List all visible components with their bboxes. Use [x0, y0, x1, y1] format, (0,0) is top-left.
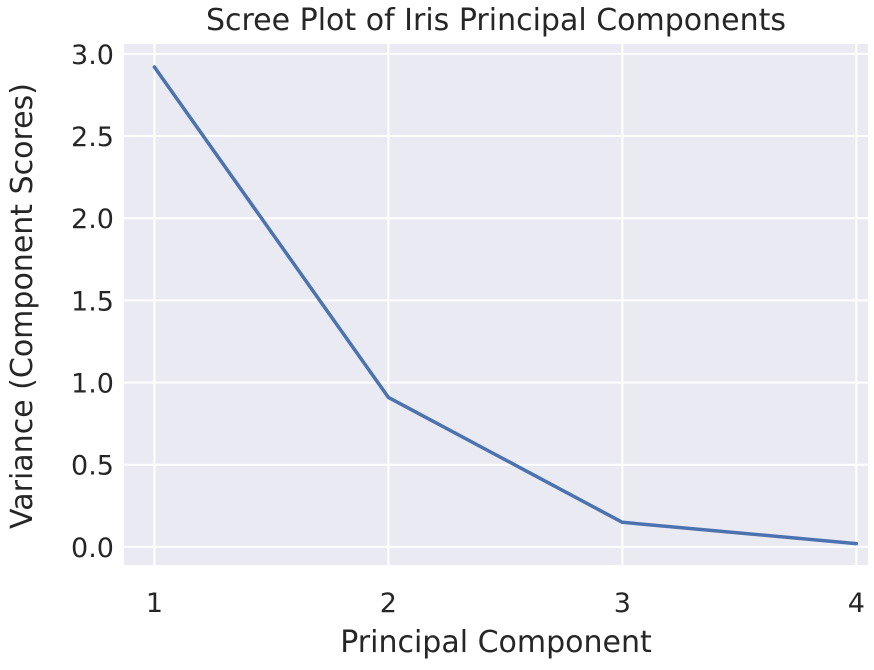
series-line-0 [152, 65, 859, 546]
y-tick-label-1: 0.5 [71, 451, 114, 482]
y-axis-label: Variance (Component Scores) [5, 83, 40, 529]
x-tick-label-3: 4 [848, 588, 865, 619]
x-tick-label-0: 1 [146, 588, 163, 619]
y-tick-label-0: 0.0 [71, 533, 114, 564]
grid-lines [124, 44, 868, 565]
series-layer [152, 65, 859, 546]
y-tick-label-2: 1.0 [71, 369, 114, 400]
y-tick-label-4: 2.0 [71, 204, 114, 235]
x-tick-label-2: 3 [614, 588, 631, 619]
y-tick-label-5: 2.5 [71, 122, 114, 153]
y-tick-label-6: 3.0 [71, 40, 114, 71]
x-axis-label: Principal Component [340, 625, 652, 660]
y-tick-label-3: 1.5 [71, 286, 114, 317]
chart-title: Scree Plot of Iris Principal Components [206, 3, 786, 38]
plot-area [124, 44, 868, 565]
x-tick-label-1: 2 [380, 588, 397, 619]
tick-labels: 0.0 0.5 1.0 1.5 2.0 2.5 3.0 1 2 3 4 [71, 40, 865, 619]
